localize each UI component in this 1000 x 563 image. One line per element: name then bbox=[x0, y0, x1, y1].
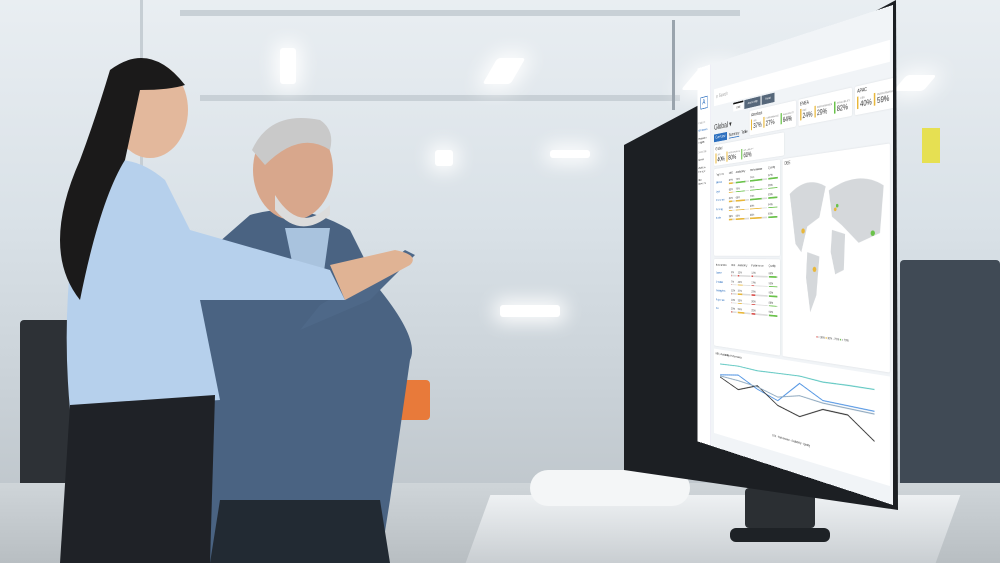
industrial-machine bbox=[900, 260, 1000, 490]
kpi-value: OEE 40% bbox=[857, 93, 872, 110]
chart-plot bbox=[715, 355, 882, 462]
sidebar-item-downtime[interactable]: Run Downtime bbox=[698, 177, 707, 186]
tab-availability[interactable]: Availability bbox=[744, 96, 761, 109]
map-shapes bbox=[789, 175, 884, 313]
world-map: OEE ■ < 30% ■ 30% - 70% ■ > 70% bbox=[782, 143, 890, 373]
metric-cell: 54% bbox=[737, 305, 751, 315]
site-link[interactable]: Austin bbox=[715, 215, 722, 220]
kpi-value: PERFORMANCE 59% bbox=[874, 88, 893, 106]
kpi-value: PERFORMANCE 29% bbox=[814, 102, 833, 118]
metric-cell: 12% bbox=[737, 269, 751, 279]
metric-cell: 68% bbox=[750, 210, 768, 221]
ceiling-light bbox=[280, 48, 296, 84]
monitor-screen: A ANALYZE KPI Metrics Production Insight… bbox=[560, 5, 893, 505]
desk bbox=[465, 495, 961, 563]
search-input[interactable]: Search bbox=[718, 91, 728, 99]
metric-cell: 58% bbox=[728, 212, 735, 222]
kpi-value: AVAILABILITY 64% bbox=[780, 110, 795, 125]
top-sites-table: Top Sites OEE Availability Performance Quali… bbox=[714, 159, 781, 256]
sticky-note bbox=[922, 128, 940, 163]
tab-oee[interactable]: OEE bbox=[733, 100, 744, 112]
metric-cell: 93% bbox=[768, 209, 779, 219]
metric-cell: 65% bbox=[735, 211, 750, 221]
bottom-sites-table: Bottom Sites OEE Availability Performance Qu… bbox=[714, 258, 781, 356]
dashboard: A ANALYZE KPI Metrics Production Insight… bbox=[697, 5, 893, 505]
site-link[interactable]: Xia bbox=[715, 305, 719, 311]
metric-cell: 89% bbox=[768, 269, 778, 279]
kpi-value: OEE 37% bbox=[751, 117, 762, 131]
kpi-value: OEE 40% bbox=[715, 151, 725, 164]
metric-cell: 90% bbox=[768, 279, 778, 289]
kpi-value: PERFORMANCE 27% bbox=[763, 113, 779, 128]
sidebar: A ANALYZE KPI Metrics Production Insight… bbox=[697, 64, 711, 446]
ceiling-beam bbox=[180, 10, 740, 16]
trend-chart: OEE, Availability, Performance OEE · Per… bbox=[714, 348, 890, 487]
overview-button[interactable]: Overview bbox=[714, 131, 727, 143]
tab-summary[interactable]: Summary bbox=[728, 130, 740, 139]
kpi-value: PERFORMANCE 80% bbox=[726, 149, 740, 162]
kpi-value: OEE 24% bbox=[800, 106, 813, 121]
ceiling-beam bbox=[200, 95, 680, 101]
ceiling-light bbox=[500, 305, 560, 317]
tab-table[interactable]: Table bbox=[741, 129, 748, 136]
kpi-value: AVAILABILITY 60% bbox=[741, 146, 754, 160]
metric-cell: 25% bbox=[751, 306, 768, 317]
ceiling-light bbox=[435, 150, 453, 166]
logo-icon: A bbox=[700, 95, 708, 110]
monitor-base bbox=[730, 528, 830, 542]
series-line-oee bbox=[720, 376, 874, 418]
ceiling-light bbox=[550, 150, 590, 158]
metric-cell: 90% bbox=[768, 308, 778, 319]
kpi-value: AVAILABILITY 82% bbox=[834, 98, 851, 114]
tab-trend[interactable]: Trend bbox=[761, 92, 775, 105]
